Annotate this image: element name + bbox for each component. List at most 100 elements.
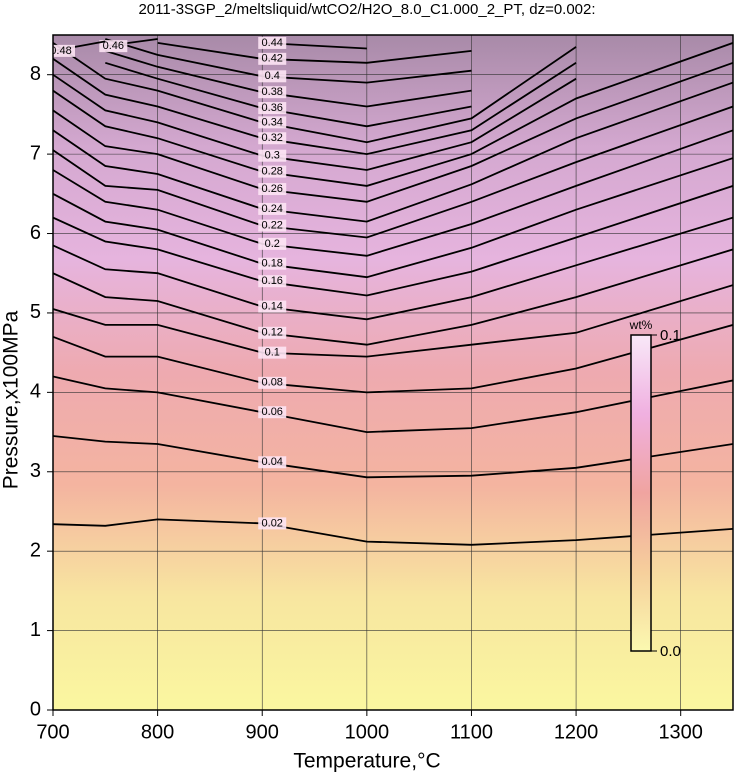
contour-line [53, 216, 733, 321]
contour-label: 0.16 [258, 275, 287, 288]
contour-label-text: 0.38 [262, 86, 283, 98]
contour-label-box [258, 517, 287, 530]
contour-label: 0.38 [258, 86, 287, 99]
contour-label: 0.34 [258, 116, 287, 129]
contour-label-box [258, 70, 287, 83]
colorbar: wt% 0.0 0.1 [629, 318, 681, 660]
y-tick-label: 7 [30, 142, 41, 164]
colorbar-tick-label: 0.0 [660, 643, 681, 660]
contour-label: 0.02 [258, 517, 287, 530]
contour-label: 0.42 [258, 53, 287, 65]
contour-label-box [258, 406, 287, 419]
contour-label: 0.06 [258, 406, 287, 419]
contour-label-text: 0.02 [262, 517, 283, 529]
colorbar-bar [630, 334, 652, 652]
contour-label-text: 0.12 [262, 327, 283, 339]
contour-label-text: 0.14 [262, 300, 283, 312]
contour-label: 0.08 [258, 376, 287, 389]
contour-label-box [258, 326, 287, 339]
contour-line [53, 284, 733, 358]
contour-label-box [258, 36, 287, 49]
contour-line [53, 435, 733, 479]
contour-label: 0.12 [258, 326, 287, 339]
contour-label-text: 0.28 [262, 165, 283, 177]
contour-label-box [53, 44, 75, 57]
contour-label: 0.04 [258, 456, 287, 469]
x-tick-label: 800 [141, 721, 174, 743]
contour-label-box [258, 132, 287, 145]
contour-label-text: 0.18 [262, 258, 283, 270]
plot-frame [52, 34, 734, 711]
contour-line [53, 81, 733, 223]
y-tick-label: 8 [30, 63, 41, 85]
contour-line [53, 61, 733, 203]
contour-label: 0.2 [258, 237, 287, 250]
contour-label-text: 0.26 [262, 183, 283, 195]
x-tick-label: 700 [36, 721, 69, 743]
contour-label-text: 0.3 [265, 150, 280, 162]
contour-label: 0.32 [258, 132, 287, 145]
contour-label: 0.18 [258, 257, 287, 270]
contour-label-text: 0.08 [262, 377, 283, 389]
contour-label: 0.28 [258, 165, 287, 178]
contour-line [53, 129, 733, 257]
colorbar-label: wt% [629, 318, 653, 332]
contour-label-text: 0.04 [262, 456, 283, 468]
x-tick-label: 900 [246, 721, 279, 743]
chart-title: 2011-3SGP_2/meltsliquid/wtCO2/H2O_8.0_C1… [138, 1, 595, 18]
contour-label-box [258, 257, 287, 270]
contour-label: 0.14 [258, 300, 287, 313]
contour-label-box [258, 219, 287, 232]
contour-line [53, 324, 733, 394]
contour-label-box [99, 40, 128, 53]
y-axis-label: Pressure,x100MPa [0, 310, 23, 489]
x-tick-label: 1300 [658, 721, 703, 743]
contour-label-box [258, 116, 287, 129]
contour-label-box [258, 376, 287, 389]
y-tick-label: 3 [30, 460, 41, 482]
y-tick-label: 0 [30, 698, 41, 720]
x-tick-label: 1200 [554, 721, 599, 743]
contour-label-text: 0.42 [262, 53, 283, 65]
y-tick-label: 1 [30, 619, 41, 641]
contour-label-box [258, 149, 287, 162]
contour-label: 0.1 [258, 347, 287, 359]
contour-label: 0.44 [258, 36, 287, 49]
contour-line [53, 157, 733, 279]
contour-label-text: 0.34 [262, 116, 283, 128]
contour-label: 0.4 [258, 70, 287, 83]
contour-line [53, 42, 733, 187]
contour-label-box [258, 275, 287, 288]
contour-label: 0.24 [258, 202, 287, 215]
contour-label-box [258, 237, 287, 250]
colorbar-tick-label: 0.1 [660, 327, 681, 344]
contour-label: 0.3 [258, 149, 287, 162]
x-tick-label: 1100 [450, 721, 493, 743]
contour-label-text: 0.48 [50, 45, 71, 57]
contour-label-text: 0.24 [262, 203, 283, 215]
y-tick-label: 4 [30, 381, 41, 403]
contour-label-box [258, 456, 287, 469]
contour-label-text: 0.4 [265, 70, 280, 82]
contour-label-text: 0.1 [265, 347, 280, 359]
contour-label-box [258, 202, 287, 215]
contour-label: 0.48 [50, 44, 75, 57]
contour-line [53, 105, 733, 239]
contour-line [53, 185, 733, 297]
contour-label-box [258, 165, 287, 178]
contour-label-text: 0.32 [262, 132, 283, 144]
contour-label: 0.36 [258, 102, 287, 115]
contour-label-text: 0.46 [103, 40, 124, 52]
contour-label: 0.22 [258, 219, 287, 232]
contour-label-text: 0.36 [262, 102, 283, 114]
y-tick-label: 6 [30, 222, 41, 244]
contour-line [53, 375, 733, 434]
contour-label-box [258, 86, 287, 99]
contours: 0.02 0.04 0.06 0.08 0.1 0.12 0.14 0.16 0.18 0.2 0.… [50, 36, 733, 546]
y-tick-label: 2 [30, 539, 41, 561]
contour-label-box [258, 300, 287, 313]
contour-label: 0.26 [258, 183, 287, 196]
contour-label-text: 0.16 [262, 275, 283, 287]
contour-line [157, 42, 472, 64]
